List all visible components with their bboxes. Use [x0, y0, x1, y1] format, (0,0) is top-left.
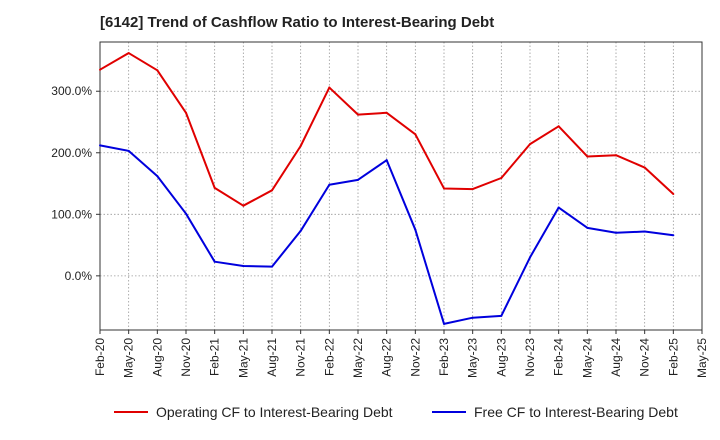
operating-cf-point — [500, 177, 503, 179]
legend-item-operating-cf: Operating CF to Interest-Bearing Debt — [114, 404, 393, 420]
x-tick-label: Nov-22 — [408, 338, 422, 377]
free-cf-point — [127, 149, 130, 152]
free-cf-point — [328, 183, 331, 186]
x-tick-label: Nov-21 — [294, 338, 308, 377]
x-tick-label: May-24 — [580, 338, 594, 378]
free-cf-point — [99, 144, 101, 147]
operating-cf-point — [615, 154, 617, 157]
legend-label-free-cf: Free CF to Interest-Bearing Debt — [474, 404, 678, 420]
operating-cf-point — [271, 189, 273, 192]
x-tick-label: Feb-21 — [208, 338, 222, 376]
operating-cf-point — [586, 155, 589, 158]
x-tick-label: Feb-24 — [552, 338, 566, 376]
plot-frame — [99, 41, 703, 331]
free-cf-point — [443, 322, 445, 325]
free-cf-point — [557, 206, 560, 209]
y-tick-label: 300.0% — [51, 84, 92, 98]
operating-cf-point — [414, 133, 417, 136]
x-tick-label: Aug-22 — [380, 338, 394, 377]
operating-cf-point — [643, 166, 646, 169]
operating-cf-point — [328, 86, 331, 89]
x-tick-label: May-25 — [695, 338, 709, 378]
free-cf-point — [271, 265, 273, 268]
operating-cf-point — [99, 68, 101, 71]
x-tick-label: May-21 — [236, 338, 250, 378]
free-cf-point — [471, 316, 474, 319]
x-tick-label: Aug-21 — [265, 338, 279, 377]
free-cf-point — [672, 234, 675, 237]
free-cf-point — [500, 314, 503, 317]
y-tick-label: 100.0% — [51, 207, 92, 221]
x-tick-label: Nov-24 — [638, 338, 652, 377]
x-tick-label: Nov-23 — [523, 338, 537, 377]
x-tick-label: Feb-25 — [666, 338, 680, 376]
x-tick-label: Aug-20 — [150, 338, 164, 377]
legend-swatch-operating-cf — [114, 411, 148, 413]
grid-lines — [99, 42, 703, 330]
y-tick-label: 0.0% — [65, 269, 93, 283]
legend-swatch-free-cf — [432, 411, 466, 413]
x-tick-label: Aug-23 — [494, 338, 508, 377]
operating-cf-point — [185, 111, 187, 114]
operating-cf-point — [156, 69, 159, 72]
operating-cf-point — [443, 187, 445, 190]
free-cf-point — [357, 178, 359, 181]
y-axis-ticks: 0.0% 100.0% 200.0% 300.0% — [51, 84, 100, 283]
operating-cf-point — [299, 145, 302, 147]
x-tick-label: May-20 — [122, 338, 136, 378]
operating-cf-point — [357, 113, 359, 116]
free-cf-point — [586, 226, 589, 229]
x-tick-label: May-23 — [466, 338, 480, 378]
free-cf-point — [185, 212, 187, 215]
free-cf-point — [242, 265, 245, 267]
legend-label-operating-cf: Operating CF to Interest-Bearing Debt — [156, 404, 393, 420]
free-cf-point — [156, 175, 159, 178]
operating-cf-point — [529, 143, 531, 146]
free-cf-point — [615, 231, 617, 234]
operating-cf-point — [213, 186, 216, 189]
x-tick-label: Nov-20 — [179, 338, 193, 377]
legend-item-free-cf: Free CF to Interest-Bearing Debt — [432, 404, 678, 420]
x-tick-label: Aug-24 — [609, 338, 623, 377]
free-cf-point — [414, 228, 417, 231]
chart-title: [6142] Trend of Cashflow Ratio to Intere… — [100, 14, 495, 31]
series-lines — [99, 52, 675, 325]
operating-cf-point — [242, 204, 245, 207]
operating-cf-point — [471, 188, 474, 191]
x-tick-label: Feb-20 — [93, 338, 107, 376]
operating-cf-point — [557, 125, 560, 128]
free-cf-point — [299, 229, 302, 232]
free-cf-point — [643, 230, 646, 233]
free-cf-point — [385, 159, 388, 162]
operating-cf-point — [127, 52, 130, 55]
x-tick-label: May-22 — [351, 338, 365, 378]
y-tick-label: 200.0% — [51, 146, 92, 160]
x-axis-ticks: Feb-20 May-20 Aug-20 Nov-20 Feb-21 May-21 Aug-… — [93, 330, 709, 378]
free-cf-point — [213, 260, 216, 263]
x-tick-label: Feb-22 — [322, 338, 336, 376]
operating-cf-point — [672, 193, 675, 195]
free-cf-point — [529, 256, 531, 259]
operating-cf-point — [385, 111, 388, 114]
x-tick-label: Feb-23 — [437, 338, 451, 376]
